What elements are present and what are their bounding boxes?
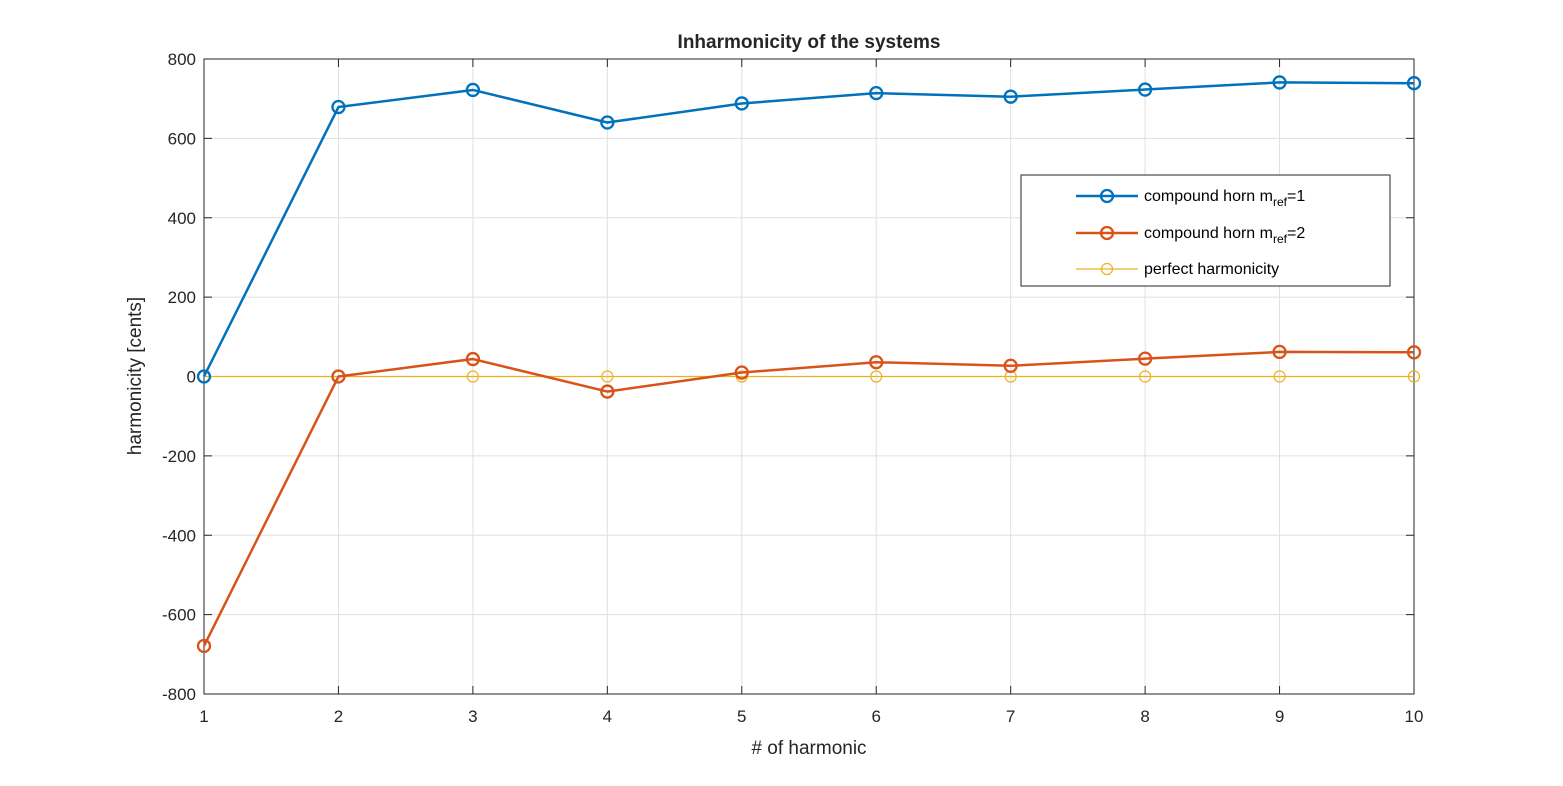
y-tick-label: -200 <box>162 447 196 466</box>
data-point <box>600 115 615 130</box>
data-point <box>869 85 884 101</box>
y-axis-label: harmonicity [cents] <box>125 297 146 455</box>
legend-marker <box>1099 188 1115 204</box>
data-point <box>1139 370 1152 383</box>
data-point <box>1407 370 1421 383</box>
series-line <box>202 81 1415 378</box>
data-point <box>465 82 481 98</box>
x-tick-label: 7 <box>1006 707 1015 726</box>
legend-label-main: perfect harmonicity <box>1144 261 1279 278</box>
data-point <box>601 370 614 383</box>
y-tick-label: -800 <box>162 685 196 704</box>
data-point <box>869 355 884 370</box>
legend-marker <box>1100 262 1114 276</box>
data-point <box>1273 370 1286 383</box>
legend-label-subscript: ref <box>1273 232 1288 246</box>
y-tick-label: 600 <box>168 129 196 148</box>
y-tick-label: 200 <box>168 288 196 307</box>
x-tick-label: 2 <box>334 707 343 726</box>
series-3 <box>197 370 1421 383</box>
data-point <box>196 369 212 384</box>
x-tick-label: 3 <box>468 707 477 726</box>
data-point <box>1272 75 1287 90</box>
data-point <box>1406 76 1422 91</box>
legend-box <box>1020 174 1391 287</box>
series-2 <box>196 344 1422 654</box>
x-axis-label: # of harmonic <box>751 738 866 759</box>
legend-label-main: compound horn m <box>1144 188 1273 205</box>
data-point <box>1003 89 1018 104</box>
data-point <box>466 370 479 383</box>
series-line <box>202 350 1415 647</box>
axes: 1 2 3 4 5 6 7 8 9 10 -800 -600 -400 -200 0 200 400 600 800 <box>162 50 1423 726</box>
y-tick-label: -600 <box>162 606 196 625</box>
legend-marker <box>1099 225 1115 241</box>
data-point <box>1137 351 1153 366</box>
y-tick-label: 400 <box>168 209 196 228</box>
series-1 <box>196 75 1422 384</box>
data-point <box>196 638 212 654</box>
legend-label: perfect harmonicity <box>1144 261 1279 278</box>
data-point <box>734 96 749 111</box>
x-tick-label: 9 <box>1275 707 1284 726</box>
data-point <box>1003 358 1018 373</box>
y-tick-label: -400 <box>162 526 196 545</box>
data-point <box>1406 345 1422 360</box>
data-point <box>1272 344 1287 360</box>
data-point <box>600 384 615 399</box>
data-point <box>734 365 749 380</box>
legend-label-subscript: ref <box>1273 195 1288 209</box>
legend-label: compound horn mref=1 <box>1144 188 1305 209</box>
y-tick-label: 800 <box>168 50 196 69</box>
x-tick-label: 4 <box>603 707 612 726</box>
y-tick-label: 0 <box>187 368 196 387</box>
chart-title: Inharmonicity of the systems <box>678 32 941 53</box>
x-tick-label: 10 <box>1405 707 1424 726</box>
x-tick-label: 6 <box>871 707 880 726</box>
legend-label-tail: =2 <box>1287 225 1305 242</box>
x-tick-label: 1 <box>199 707 208 726</box>
x-tick-label: 8 <box>1140 707 1149 726</box>
series-group <box>196 75 1422 654</box>
data-point <box>465 351 481 367</box>
legend-label-main: compound horn m <box>1144 225 1273 242</box>
data-point <box>331 369 346 384</box>
legend-label: compound horn mref=2 <box>1144 225 1305 246</box>
data-point <box>1137 82 1153 97</box>
data-point <box>331 99 346 115</box>
data-point <box>870 370 883 383</box>
legend-label-tail: =1 <box>1287 188 1305 205</box>
x-tick-label: 5 <box>737 707 746 726</box>
